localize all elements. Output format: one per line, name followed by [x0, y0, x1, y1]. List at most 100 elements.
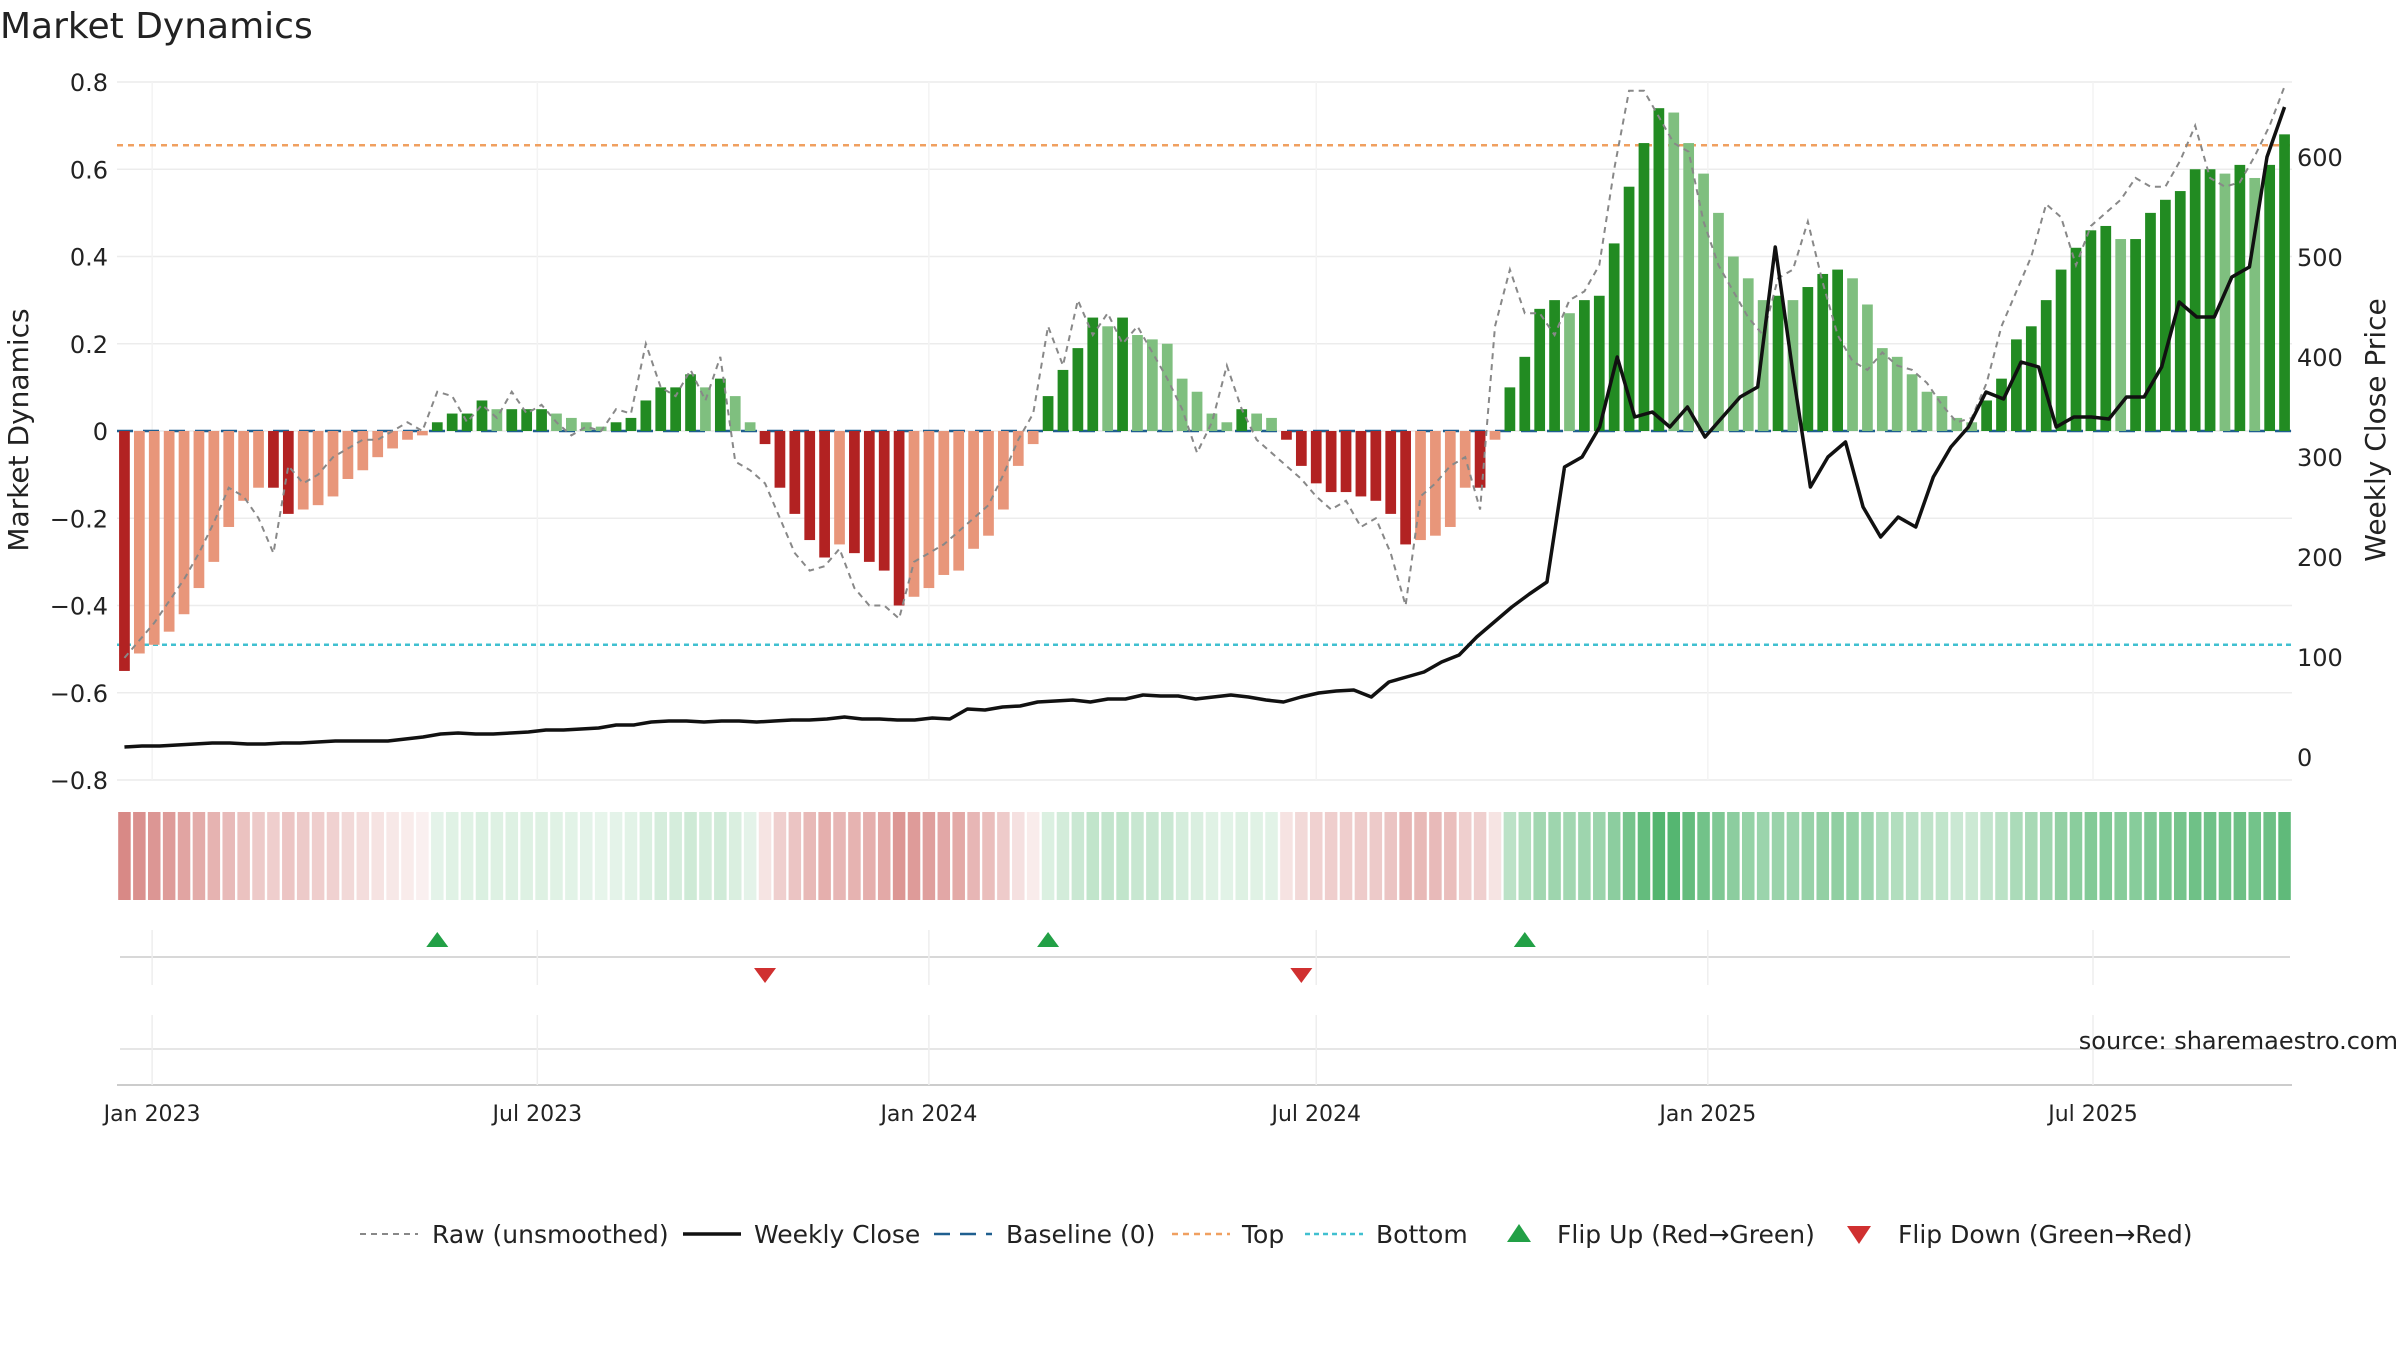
bar: [1340, 431, 1352, 493]
x-tick-label: Jan 2023: [102, 1102, 201, 1127]
bar: [238, 431, 249, 501]
bar: [1251, 413, 1263, 431]
strip-cell: [237, 812, 250, 900]
bar: [1102, 326, 1114, 431]
strip-cell: [1146, 812, 1159, 900]
bar: [1579, 300, 1590, 431]
y2-tick-label: 200: [2297, 544, 2343, 572]
bar: [1951, 417, 1963, 431]
legend-flip-down-swatch: [1847, 1226, 1871, 1244]
bar: [2145, 212, 2156, 431]
strip-cell: [1444, 812, 1457, 900]
bar: [1936, 396, 1948, 431]
strip-cell: [863, 812, 876, 900]
bar: [1519, 356, 1531, 431]
bar: [417, 431, 428, 436]
y-tick-label: −0.6: [50, 680, 108, 708]
strip-cell: [2233, 812, 2247, 900]
bar: [476, 400, 488, 431]
strip-cell: [460, 812, 474, 900]
bar: [1430, 431, 1441, 536]
bar: [774, 431, 786, 488]
bar: [1891, 356, 1903, 431]
bar: [2234, 164, 2246, 431]
strip-cell: [1116, 812, 1129, 900]
strip-cell: [1920, 812, 1934, 900]
bar: [506, 409, 518, 431]
strip-cell: [2054, 812, 2068, 900]
bar: [163, 431, 175, 632]
y2-tick-label: 300: [2297, 444, 2343, 472]
bar: [1281, 431, 1292, 440]
bar: [1623, 186, 1635, 431]
bar: [2189, 169, 2201, 431]
bar: [834, 431, 845, 545]
legend-label: Bottom: [1376, 1220, 1468, 1249]
bar: [1534, 308, 1546, 431]
strip-cell: [1309, 812, 1323, 900]
regime-strip: [118, 812, 2291, 900]
strip-cell: [2218, 812, 2232, 900]
strip-cell: [252, 812, 265, 900]
bar: [1713, 212, 1724, 431]
strip-cell: [2263, 812, 2276, 900]
bar: [1191, 391, 1203, 431]
legend-label: Flip Down (Green→Red): [1898, 1220, 2193, 1249]
bar: [2174, 191, 2186, 431]
bar: [521, 409, 533, 431]
legend-label: Raw (unsmoothed): [432, 1220, 669, 1249]
bar: [1027, 431, 1039, 445]
bar: [1355, 431, 1367, 497]
strip-cell: [1622, 812, 1636, 900]
raw-series: [123, 86, 2286, 659]
x-axis-panel: Jan 2023 Jul 2023 Jan 2024 Jul 2024 Jan 2025…: [102, 1015, 2292, 1127]
strip-cell: [609, 812, 623, 900]
bar: [2025, 326, 2037, 431]
strip-cell: [118, 812, 131, 900]
strip-cell: [147, 812, 161, 900]
bar: [849, 431, 860, 554]
bar: [387, 431, 398, 449]
strip-cell: [1652, 812, 1666, 900]
bar: [1295, 431, 1307, 466]
strip-cell: [1950, 812, 1964, 900]
bar: [2279, 134, 2290, 431]
bar: [342, 431, 354, 479]
bar: [1042, 396, 1054, 431]
strip-cell: [490, 812, 504, 900]
bar: [1757, 300, 1769, 431]
strip-cell: [1578, 812, 1591, 900]
bar: [1966, 422, 1978, 431]
bar: [893, 431, 905, 606]
bar: [983, 431, 994, 536]
strip-cell: [1712, 812, 1725, 900]
strip-cell: [386, 812, 399, 900]
bar: [297, 431, 309, 510]
bar: [402, 431, 413, 440]
strip-cell: [2114, 812, 2127, 900]
level-lines: [117, 144, 2292, 647]
bar: [491, 409, 503, 431]
bar: [1996, 378, 2007, 431]
bar: [193, 431, 205, 589]
strip-cell: [669, 812, 682, 900]
strip-cell: [2069, 812, 2083, 900]
strip-cell: [341, 812, 355, 900]
bar: [312, 431, 324, 506]
bar: [2100, 225, 2112, 431]
weekly-close-series: [124, 106, 2287, 749]
strip-cell: [1727, 812, 1740, 900]
flip-down-marker: [754, 968, 777, 983]
strip-cell: [2025, 812, 2038, 900]
bar: [1087, 317, 1099, 431]
bar: [208, 431, 220, 562]
strip-cell: [192, 812, 206, 900]
strip-cell: [1965, 812, 1978, 900]
bar: [1206, 413, 1218, 431]
strip-cell: [982, 812, 995, 900]
bar: [1638, 143, 1650, 431]
raw-line: [123, 86, 2286, 659]
strip-cell: [356, 812, 370, 900]
strip-cell: [1846, 812, 1859, 900]
bar: [998, 431, 1009, 510]
